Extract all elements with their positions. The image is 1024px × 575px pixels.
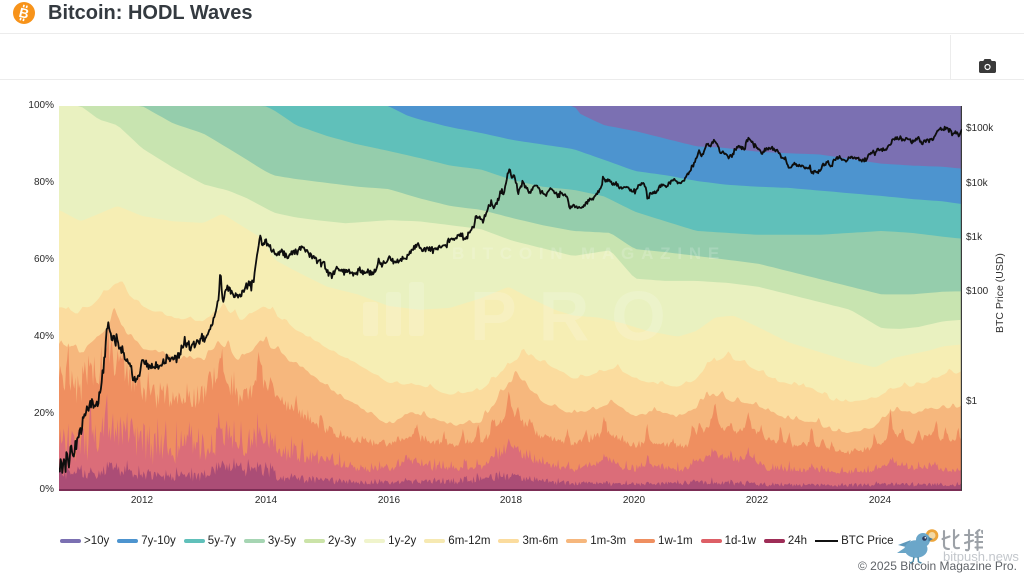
svg-text:PRO: PRO [470, 277, 688, 355]
svg-text:B: B [17, 5, 30, 22]
svg-text:BITCOIN MAGAZINE: BITCOIN MAGAZINE [452, 244, 726, 263]
